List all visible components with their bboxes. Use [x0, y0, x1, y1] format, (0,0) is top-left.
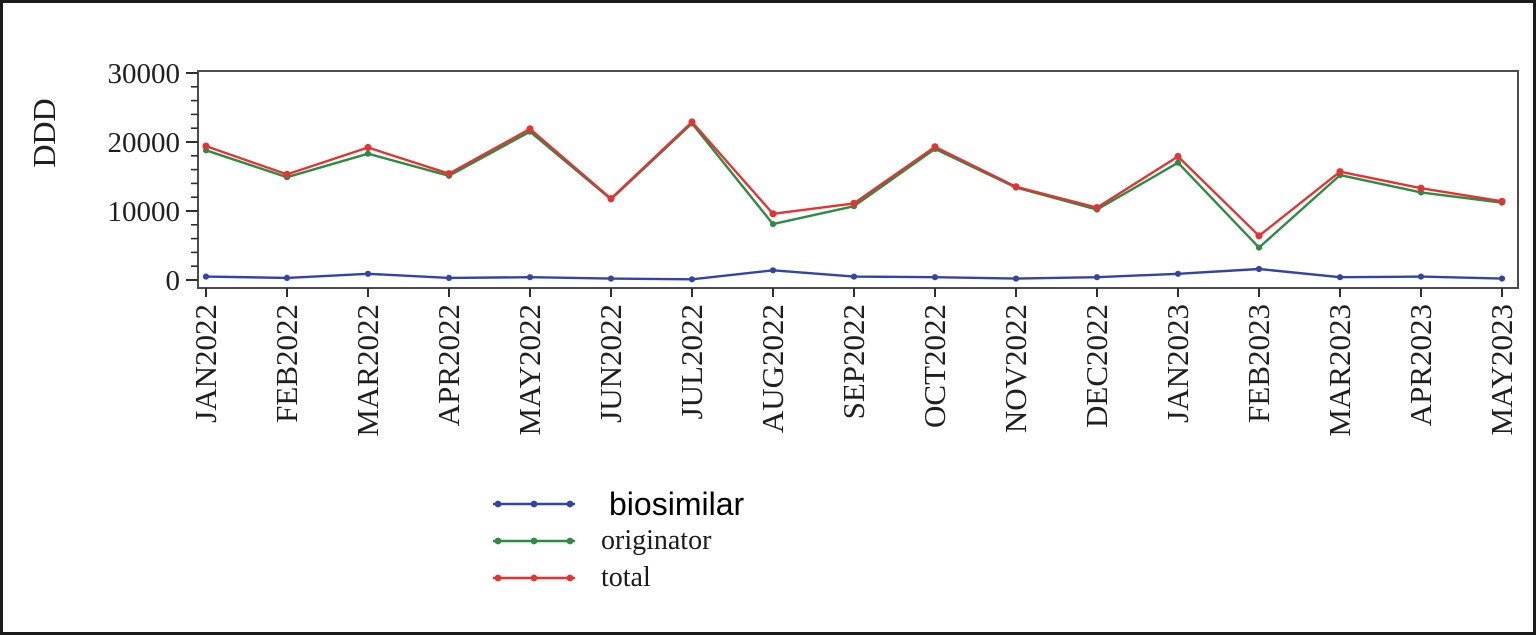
- series-marker-total: [1174, 152, 1182, 161]
- y-axis-tick-label: 20000: [108, 127, 181, 159]
- x-axis-tick-label: SEP2022: [836, 304, 871, 419]
- series-marker-biosimilar: [850, 273, 858, 280]
- x-axis-tick-label: APR2023: [1403, 304, 1438, 426]
- legend-swatch-marker: [566, 500, 574, 508]
- series-marker-biosimilar: [1174, 270, 1182, 277]
- series-marker-biosimilar: [202, 273, 210, 280]
- series-line-originator: [205, 122, 1503, 249]
- series-marker-originator: [364, 150, 372, 157]
- x-axis-tick-label: MAY2022: [512, 304, 547, 436]
- series-marker-total: [283, 170, 291, 178]
- legend-swatch-marker: [530, 500, 538, 508]
- plot-frame: [197, 70, 1519, 289]
- y-axis-tick-label: 30000: [108, 58, 181, 90]
- x-axis-tick-label: NOV2022: [998, 304, 1033, 433]
- legend-item-biosimilar: biosimilar: [491, 487, 744, 521]
- x-axis-tick-label: FEB2023: [1241, 304, 1276, 423]
- series-marker-originator: [769, 221, 777, 228]
- series-marker-total: [1093, 204, 1101, 212]
- x-axis-tick-label: MAY2023: [1484, 304, 1519, 436]
- legend-label-originator: originator: [601, 525, 712, 556]
- series-marker-biosimilar: [526, 274, 534, 281]
- x-axis-tick-label: AUG2022: [755, 304, 790, 433]
- series-marker-originator: [1174, 159, 1182, 166]
- y-axis-tick-label: 10000: [108, 196, 181, 228]
- x-axis-tick-label: JUN2022: [593, 304, 628, 423]
- legend-swatch-marker: [530, 537, 538, 545]
- series-marker-biosimilar: [931, 274, 939, 281]
- x-axis-tick-label: OCT2022: [917, 304, 952, 428]
- x-axis-tick-label: JAN2023: [1160, 304, 1195, 423]
- series-marker-total: [445, 170, 453, 178]
- series-marker-total: [526, 125, 534, 133]
- x-axis-tick-label: JUL2022: [674, 304, 709, 419]
- series-marker-biosimilar: [1498, 275, 1506, 282]
- series-marker-biosimilar: [445, 274, 453, 281]
- legend-swatch-marker: [494, 537, 502, 545]
- x-axis-tick-label: APR2022: [431, 304, 466, 426]
- series-marker-biosimilar: [1012, 275, 1020, 282]
- legend: biosimilar originator total: [491, 487, 744, 595]
- legend-swatch-marker: [494, 574, 502, 582]
- x-axis-tick-label: JAN2022: [188, 304, 223, 423]
- series-marker-total: [202, 142, 210, 150]
- x-axis-tick-label: MAR2023: [1322, 304, 1357, 437]
- series-marker-biosimilar: [1336, 274, 1344, 281]
- series-marker-total: [364, 143, 372, 152]
- legend-swatch-marker: [530, 574, 538, 582]
- legend-item-originator: originator: [491, 524, 744, 558]
- series-marker-total: [769, 210, 777, 218]
- series-marker-biosimilar: [1417, 273, 1425, 280]
- series-marker-biosimilar: [1093, 274, 1101, 281]
- legend-line-swatch-total: [493, 574, 575, 582]
- y-axis-tick-label: 0: [166, 265, 181, 297]
- legend-swatch-marker: [566, 537, 574, 545]
- x-axis-tick-label: DEC2022: [1079, 304, 1114, 428]
- series-marker-total: [1012, 183, 1020, 191]
- series-marker-total: [850, 199, 858, 207]
- series-marker-biosimilar: [364, 270, 372, 277]
- line-chart: 0 10000 20000 30000 DDD JAN2022 FEB2022 MAR2022…: [26, 58, 1519, 437]
- series-marker-total: [1417, 184, 1425, 192]
- series-marker-total: [1498, 197, 1506, 205]
- series-marker-originator: [1255, 244, 1263, 251]
- legend-line-swatch-biosimilar: [493, 500, 575, 508]
- series-marker-total: [1336, 168, 1344, 176]
- series-marker-biosimilar: [283, 274, 291, 281]
- series-marker-biosimilar: [1255, 265, 1263, 273]
- x-axis-tick-label: FEB2022: [269, 304, 304, 423]
- legend-swatch-marker: [566, 574, 574, 582]
- legend-line-swatch-originator: [493, 537, 575, 545]
- legend-label-total: total: [601, 562, 651, 593]
- series-marker-biosimilar: [769, 267, 777, 274]
- series-marker-total: [607, 195, 615, 203]
- legend-swatch-marker: [494, 500, 502, 508]
- x-axis-tick-label: MAR2022: [350, 304, 385, 437]
- series-marker-biosimilar: [688, 276, 696, 283]
- legend-item-total: total: [491, 561, 744, 595]
- y-axis-title: DDD: [26, 98, 62, 167]
- legend-label-biosimilar: biosimilar: [609, 486, 745, 522]
- series-marker-total: [688, 118, 696, 126]
- series-marker-total: [1255, 232, 1263, 240]
- series-marker-total: [931, 143, 939, 151]
- series-line-total: [205, 120, 1503, 238]
- series-marker-biosimilar: [607, 275, 615, 282]
